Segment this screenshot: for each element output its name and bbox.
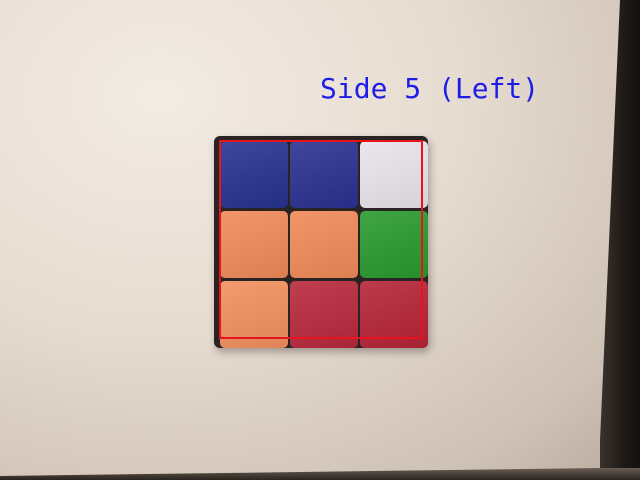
sticker-orange-r2c2 xyxy=(290,211,358,278)
detection-bounding-box xyxy=(219,140,423,339)
side-label: Side 5 (Left) xyxy=(320,72,540,105)
sticker-white-r1c3 xyxy=(360,141,428,208)
desk-edge-right xyxy=(600,0,640,480)
sticker-red-r3c2 xyxy=(290,281,358,348)
sticker-orange-r3c1 xyxy=(220,281,288,348)
rubiks-cube-face xyxy=(214,136,428,348)
sticker-red-r3c3 xyxy=(360,281,428,348)
sticker-blue-r1c1 xyxy=(220,141,288,208)
sticker-green-r2c3 xyxy=(360,211,428,278)
sticker-orange-r2c1 xyxy=(220,211,288,278)
sticker-blue-r1c2 xyxy=(290,141,358,208)
desk-edge-bottom xyxy=(0,468,640,480)
